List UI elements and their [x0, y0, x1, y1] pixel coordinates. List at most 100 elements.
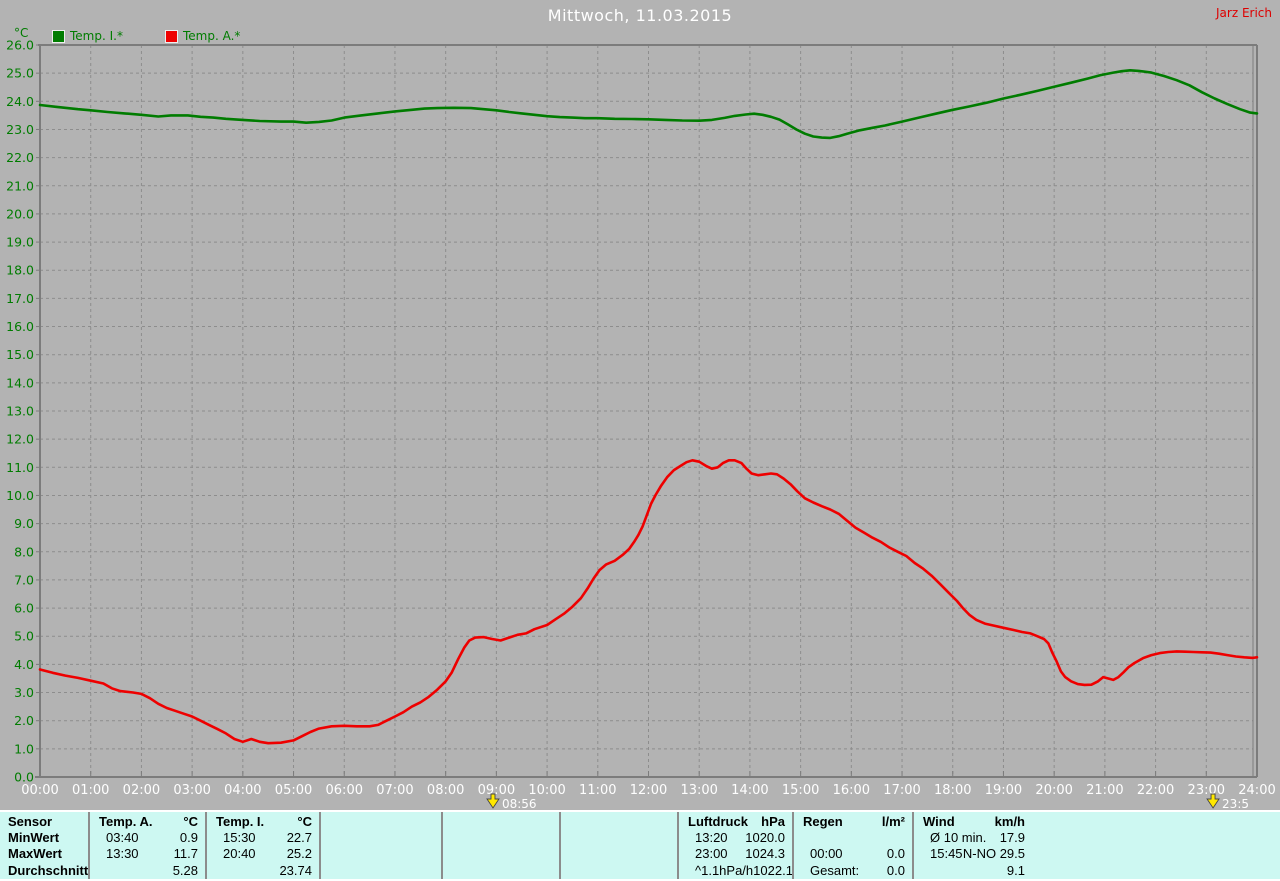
- svg-text:11:00: 11:00: [579, 783, 616, 798]
- svg-text:07:00: 07:00: [376, 783, 413, 798]
- stats-cell: 03:40 0.9: [106, 830, 198, 846]
- stats-column-header: [443, 814, 559, 830]
- stats-empty-filler: [1032, 812, 1280, 879]
- stats-cell: Ø 10 min. 17.9: [930, 830, 1025, 846]
- stats-cell: ^1.1hPa/h 1022.1: [695, 862, 792, 878]
- stats-column-empty: [441, 812, 559, 879]
- stats-cell: 13:30 11.7: [106, 846, 198, 862]
- svg-text:14:00: 14:00: [731, 783, 768, 798]
- stats-row-label: MaxWert: [8, 846, 62, 862]
- stats-cell: 20:40 25.2: [223, 846, 312, 862]
- stats-column-header: Regen l/m²: [803, 814, 905, 829]
- stats-column-temp-i: Temp. I. °C 15:30 22.7 20:40 25.2 23.74: [205, 812, 319, 879]
- page-title: Mittwoch, 11.03.2015: [547, 6, 733, 25]
- svg-text:09:00: 09:00: [478, 783, 515, 798]
- svg-text:3.0: 3.0: [14, 685, 34, 700]
- svg-text:23:00: 23:00: [1188, 783, 1225, 798]
- temp-a-swatch-icon: [164, 29, 178, 43]
- svg-text:16.0: 16.0: [6, 319, 34, 334]
- svg-text:15.0: 15.0: [6, 347, 34, 362]
- stats-cell: [561, 846, 677, 862]
- legend-item-temp-i: Temp. I.*: [52, 29, 123, 43]
- stats-row-label: Sensor: [8, 814, 53, 829]
- stats-row-label: MinWert: [8, 830, 60, 846]
- svg-text:03:00: 03:00: [173, 783, 210, 798]
- series-line-temp-i: [38, 69, 1259, 140]
- svg-text:08:56: 08:56: [502, 797, 537, 810]
- legend-label-temp-i: Temp. I.*: [70, 29, 123, 43]
- stats-cell: 9.1: [1006, 862, 1025, 878]
- svg-text:25.0: 25.0: [6, 66, 34, 81]
- svg-text:23:5: 23:5: [1222, 797, 1249, 810]
- svg-text:10:00: 10:00: [528, 783, 565, 798]
- svg-text:17.0: 17.0: [6, 291, 34, 306]
- svg-text:8.0: 8.0: [14, 544, 34, 559]
- chart-legend: Temp. I.* Temp. A.*: [52, 29, 276, 43]
- svg-text:01:00: 01:00: [72, 783, 109, 798]
- svg-text:20.0: 20.0: [6, 206, 34, 221]
- stats-cell: 15:30 22.7: [223, 830, 312, 846]
- stats-table: Sensor MinWert MaxWert Durchschnitt Temp. A.…: [0, 810, 1280, 881]
- svg-text:04:00: 04:00: [224, 783, 261, 798]
- svg-text:24:00: 24:00: [1238, 783, 1275, 798]
- svg-text:13:00: 13:00: [680, 783, 717, 798]
- stats-column-header: Wind km/h: [923, 814, 1025, 829]
- svg-text:21.0: 21.0: [6, 178, 34, 193]
- svg-text:26.0: 26.0: [6, 38, 34, 53]
- legend-label-temp-a: Temp. A.*: [182, 29, 241, 43]
- svg-text:14.0: 14.0: [6, 375, 34, 390]
- temp-i-swatch-icon: [52, 29, 65, 43]
- stats-row-labels-column: Sensor MinWert MaxWert Durchschnitt: [0, 812, 88, 879]
- stats-cell: [321, 846, 441, 862]
- stats-cell: [443, 863, 559, 879]
- svg-text:00:00: 00:00: [21, 783, 58, 798]
- svg-text:5.0: 5.0: [14, 629, 34, 644]
- temperature-chart: 0.0 1.0 2.0 3.0 4.0 5.0 6.0 7.0 8.0 9.0 10.0 11.0 12…: [6, 38, 1276, 811]
- evening-time-marker: 23:5: [1206, 793, 1249, 810]
- stats-cell: 5.28: [172, 862, 198, 878]
- stats-column-empty: [559, 812, 677, 879]
- author-watermark: Jarz Erich: [1216, 6, 1272, 20]
- stats-cell: [561, 830, 677, 846]
- svg-text:7.0: 7.0: [14, 572, 34, 587]
- legend-item-temp-a: Temp. A.*: [164, 29, 241, 43]
- stats-column-header: Temp. A. °C: [99, 814, 198, 829]
- y-axis-unit-label: °C: [14, 26, 29, 40]
- svg-text:4.0: 4.0: [14, 657, 34, 672]
- svg-text:19.0: 19.0: [6, 235, 34, 250]
- svg-text:18:00: 18:00: [934, 783, 971, 798]
- svg-text:9.0: 9.0: [14, 516, 34, 531]
- svg-text:18.0: 18.0: [6, 263, 34, 278]
- stats-column-header: [321, 814, 441, 830]
- svg-text:12:00: 12:00: [630, 783, 667, 798]
- svg-text:22.0: 22.0: [6, 150, 34, 165]
- stats-cell: 00:00 0.0: [810, 846, 905, 862]
- svg-text:22:00: 22:00: [1137, 783, 1174, 798]
- svg-text:02:00: 02:00: [123, 783, 160, 798]
- svg-text:0.0: 0.0: [14, 770, 34, 785]
- svg-text:15:00: 15:00: [782, 783, 819, 798]
- stats-cell: 23:00 1024.3: [695, 846, 785, 862]
- stats-cell: [321, 863, 441, 879]
- svg-text:06:00: 06:00: [326, 783, 363, 798]
- stats-cell: [443, 846, 559, 862]
- stats-cell: 13:20 1020.0: [695, 830, 785, 846]
- svg-text:19:00: 19:00: [985, 783, 1022, 798]
- series-line-temp-a: [38, 458, 1259, 745]
- stats-column-header: Luftdruck hPa: [688, 814, 785, 829]
- svg-text:1.0: 1.0: [14, 741, 34, 756]
- stats-cell: [794, 830, 912, 846]
- stats-column-luftdruck: Luftdruck hPa 13:20 1020.0 23:00 1024.3 ^1.1hP…: [677, 812, 792, 879]
- stats-cell: 23.74: [279, 862, 312, 878]
- svg-text:21:00: 21:00: [1086, 783, 1123, 798]
- svg-text:20:00: 20:00: [1035, 783, 1072, 798]
- stats-column-regen: Regen l/m² 00:00 0.0 Gesamt: 0.0: [792, 812, 912, 879]
- svg-text:08:00: 08:00: [427, 783, 464, 798]
- stats-column-wind: Wind km/h Ø 10 min. 17.9 15:45 N-NO 29.5 9.1: [912, 812, 1032, 879]
- svg-text:6.0: 6.0: [14, 601, 34, 616]
- stats-row-label: Durchschnitt: [8, 862, 88, 878]
- svg-text:10.0: 10.0: [6, 488, 34, 503]
- svg-text:11.0: 11.0: [6, 460, 34, 475]
- stats-column-header: Temp. I. °C: [216, 814, 312, 829]
